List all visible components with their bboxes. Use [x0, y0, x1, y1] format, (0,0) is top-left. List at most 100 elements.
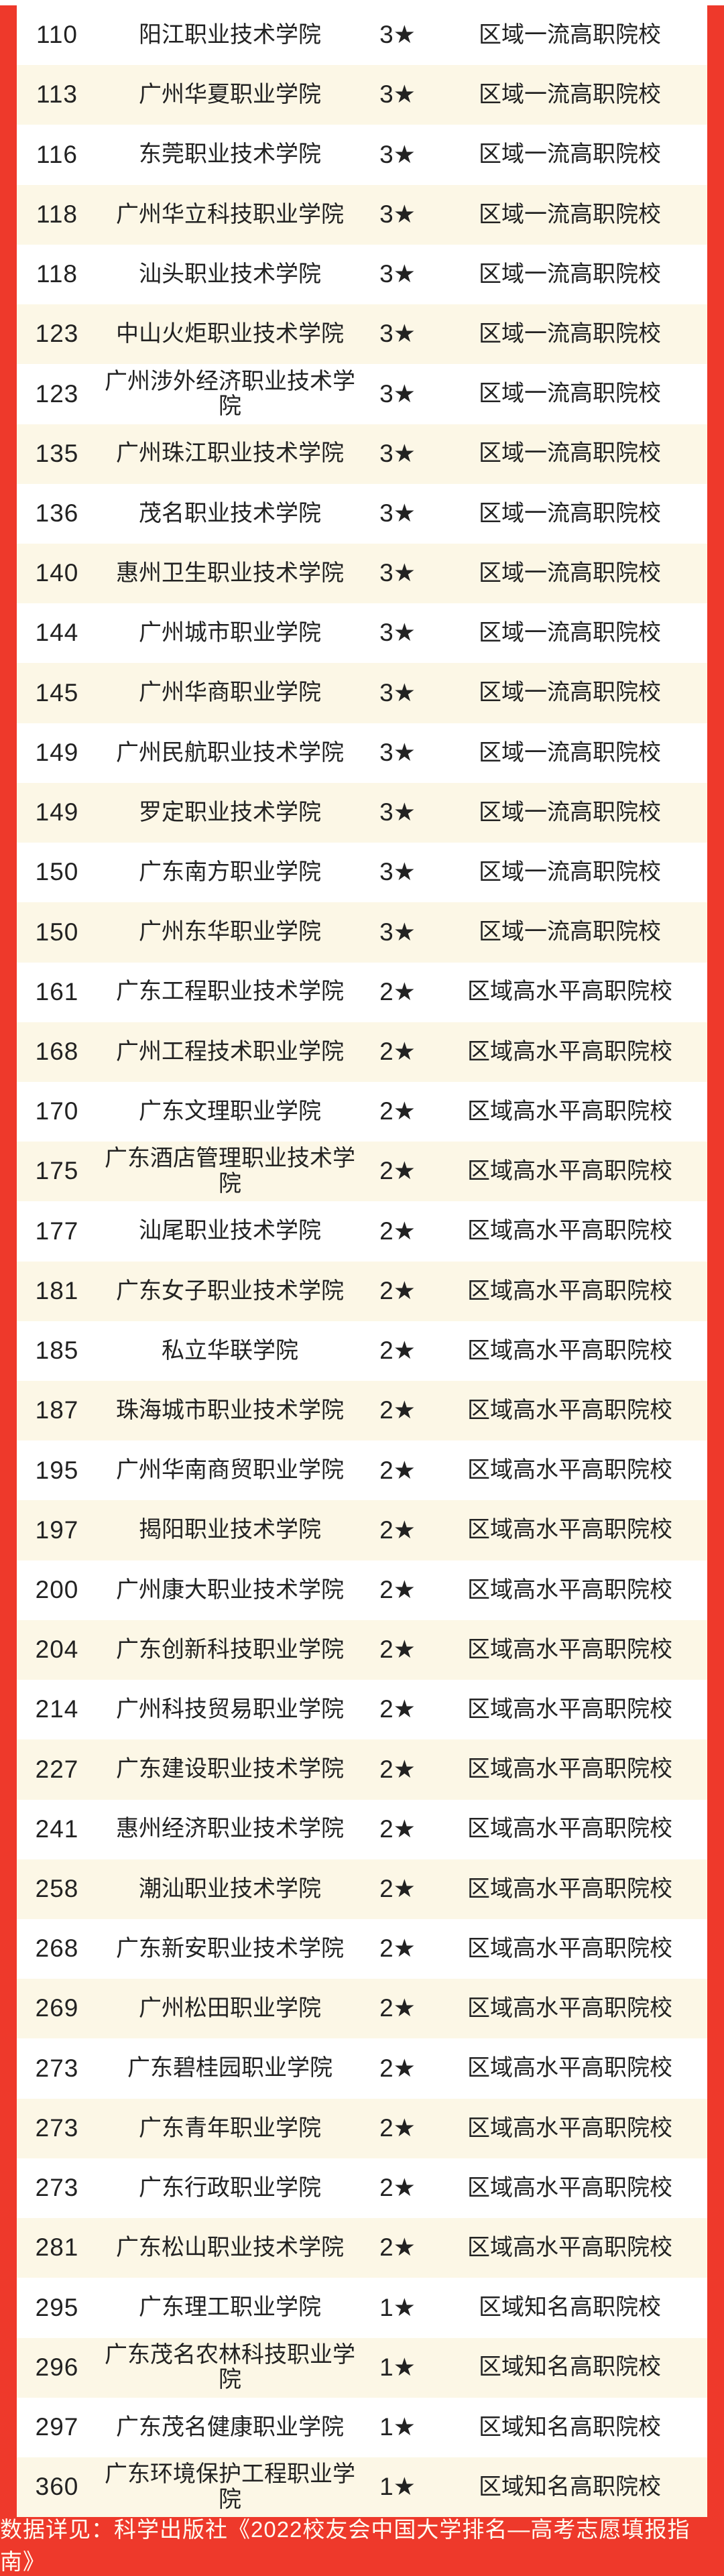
table-row: 297 广东茂名健康职业学院 1★ 区域知名高职院校: [17, 2397, 707, 2457]
rank-cell: 181: [35, 1276, 79, 1304]
university-name: 广州华夏职业学院: [139, 82, 321, 108]
star-rating: 2★: [379, 1815, 416, 1843]
rank-cell: 170: [35, 1097, 79, 1125]
table-row: 214 广州科技贸易职业学院 2★ 区域高水平高职院校: [17, 1680, 707, 1740]
star-rating: 2★: [379, 1994, 416, 2022]
star-rating: 2★: [379, 1636, 416, 1664]
table-row: 360 广东环境保护工程职业学院 1★ 区域知名高职院校: [17, 2457, 707, 2518]
star-rating: 2★: [379, 1575, 416, 1603]
rank-cell: 269: [35, 1994, 79, 2022]
tier-label: 区域高水平高职院校: [467, 1517, 672, 1543]
rank-cell: 177: [35, 1217, 79, 1245]
star-rating: 3★: [379, 918, 416, 946]
university-name: 广东建设职业技术学院: [116, 1756, 344, 1782]
university-name: 广东行政职业学院: [139, 2174, 321, 2201]
table-row: 113 广州华夏职业学院 3★ 区域一流高职院校: [17, 65, 707, 125]
table-row: 268 广东新安职业技术学院 2★ 区域高水平高职院校: [17, 1919, 707, 1979]
tier-label: 区域一流高职院校: [479, 21, 661, 48]
star-rating: 3★: [379, 200, 416, 228]
university-name: 广州城市职业学院: [139, 620, 321, 646]
star-rating: 2★: [379, 1456, 416, 1484]
tier-label: 区域高水平高职院校: [467, 1397, 672, 1423]
tier-label: 区域知名高职院校: [479, 2354, 661, 2380]
star-rating: 1★: [379, 2473, 416, 2501]
tier-label: 区域知名高职院校: [479, 2414, 661, 2440]
tier-label: 区域一流高职院校: [479, 859, 661, 885]
rank-cell: 144: [35, 619, 79, 647]
university-name: 广东理工职业学院: [139, 2294, 321, 2321]
tier-label: 区域高水平高职院校: [467, 1935, 672, 1961]
table-row: 168 广州工程技术职业学院 2★ 区域高水平高职院校: [17, 1022, 707, 1082]
rank-cell: 273: [35, 2054, 79, 2082]
tier-label: 区域一流高职院校: [479, 201, 661, 227]
table-row: 296 广东茂名农林科技职业学院 1★ 区域知名高职院校: [17, 2337, 707, 2398]
star-rating: 2★: [379, 1276, 416, 1304]
table-row: 177 汕尾职业技术学院 2★ 区域高水平高职院校: [17, 1201, 707, 1262]
footer-band: 数据详见：科学出版社《2022校友会中国大学排名—高考志愿填报指南》: [0, 2517, 724, 2574]
rank-cell: 214: [35, 1695, 79, 1723]
rank-cell: 135: [35, 439, 79, 467]
university-name: 广东青年职业学院: [139, 2115, 321, 2141]
star-rating: 3★: [379, 140, 416, 168]
table-row: 258 潮汕职业技术学院 2★ 区域高水平高职院校: [17, 1859, 707, 1919]
rank-cell: 161: [35, 977, 79, 1005]
star-rating: 2★: [379, 2174, 416, 2202]
table-row: 145 广州华商职业学院 3★ 区域一流高职院校: [17, 663, 707, 723]
table-row: 175 广东酒店管理职业技术学院 2★ 区域高水平高职院校: [17, 1142, 707, 1202]
rank-cell: 295: [35, 2293, 79, 2321]
table-row: 170 广东文理职业学院 2★ 区域高水平高职院校: [17, 1081, 707, 1142]
table-row: 161 广东工程职业技术学院 2★ 区域高水平高职院校: [17, 962, 707, 1022]
tier-label: 区域一流高职院校: [479, 739, 661, 765]
star-rating: 2★: [379, 1695, 416, 1723]
table-row: 149 罗定职业技术学院 3★ 区域一流高职院校: [17, 782, 707, 843]
rank-cell: 273: [35, 2113, 79, 2142]
table-row: 281 广东松山职业技术学院 2★ 区域高水平高职院校: [17, 2218, 707, 2278]
star-rating: 2★: [379, 2233, 416, 2262]
university-name: 广州珠江职业技术学院: [116, 440, 344, 467]
table-row: 110 阳江职业技术学院 3★ 区域一流高职院校: [17, 5, 707, 66]
table-row: 181 广东女子职业技术学院 2★ 区域高水平高职院校: [17, 1261, 707, 1321]
university-name: 广东创新科技职业学院: [116, 1636, 344, 1662]
rank-cell: 149: [35, 798, 79, 826]
tier-label: 区域高水平高职院校: [467, 1697, 672, 1723]
star-rating: 1★: [379, 2413, 416, 2441]
rank-cell: 197: [35, 1516, 79, 1544]
tier-label: 区域一流高职院校: [479, 799, 661, 825]
tier-label: 区域一流高职院校: [479, 440, 661, 467]
university-name: 广州东华职业学院: [139, 919, 321, 945]
star-rating: 2★: [379, 2113, 416, 2142]
star-rating: 3★: [379, 619, 416, 647]
rank-cell: 227: [35, 1755, 79, 1783]
university-name: 广州科技贸易职业学院: [116, 1697, 344, 1723]
rank-cell: 149: [35, 738, 79, 766]
tier-label: 区域知名高职院校: [479, 2473, 661, 2500]
university-name: 广东松山职业技术学院: [116, 2235, 344, 2260]
tier-label: 区域一流高职院校: [479, 381, 661, 407]
table-row: 140 惠州卫生职业技术学院 3★ 区域一流高职院校: [17, 543, 707, 604]
star-rating: 2★: [379, 1755, 416, 1783]
table-row: 123 中山火炬职业技术学院 3★ 区域一流高职院校: [17, 304, 707, 365]
tier-label: 区域高水平高职院校: [467, 2115, 672, 2141]
table-row: 150 广州东华职业学院 3★ 区域一流高职院校: [17, 902, 707, 963]
university-name: 广东女子职业技术学院: [116, 1278, 344, 1304]
table-row: 195 广州华南商贸职业学院 2★ 区域高水平高职院校: [17, 1440, 707, 1501]
tier-label: 区域一流高职院校: [479, 560, 661, 586]
star-rating: 3★: [379, 559, 416, 587]
university-name: 广州涉外经济职业技术学院: [105, 368, 355, 419]
university-name: 广州康大职业技术学院: [116, 1577, 344, 1603]
table-row: 273 广东碧桂园职业学院 2★ 区域高水平高职院校: [17, 2038, 707, 2099]
table-row: 227 广东建设职业技术学院 2★ 区域高水平高职院校: [17, 1739, 707, 1800]
rank-cell: 123: [35, 379, 79, 408]
table-row: 185 私立华联学院 2★ 区域高水平高职院校: [17, 1321, 707, 1382]
university-name: 广东茂名健康职业学院: [116, 2414, 344, 2440]
rank-cell: 281: [35, 2233, 79, 2262]
tier-label: 区域高水平高职院校: [467, 1218, 672, 1244]
university-name: 阳江职业技术学院: [139, 21, 321, 48]
university-name: 广东文理职业学院: [139, 1098, 321, 1124]
star-rating: 3★: [379, 858, 416, 886]
star-rating: 2★: [379, 1037, 416, 1065]
star-rating: 2★: [379, 1217, 416, 1245]
star-rating: 1★: [379, 2353, 416, 2381]
star-rating: 3★: [379, 798, 416, 826]
rank-cell: 116: [36, 140, 78, 168]
